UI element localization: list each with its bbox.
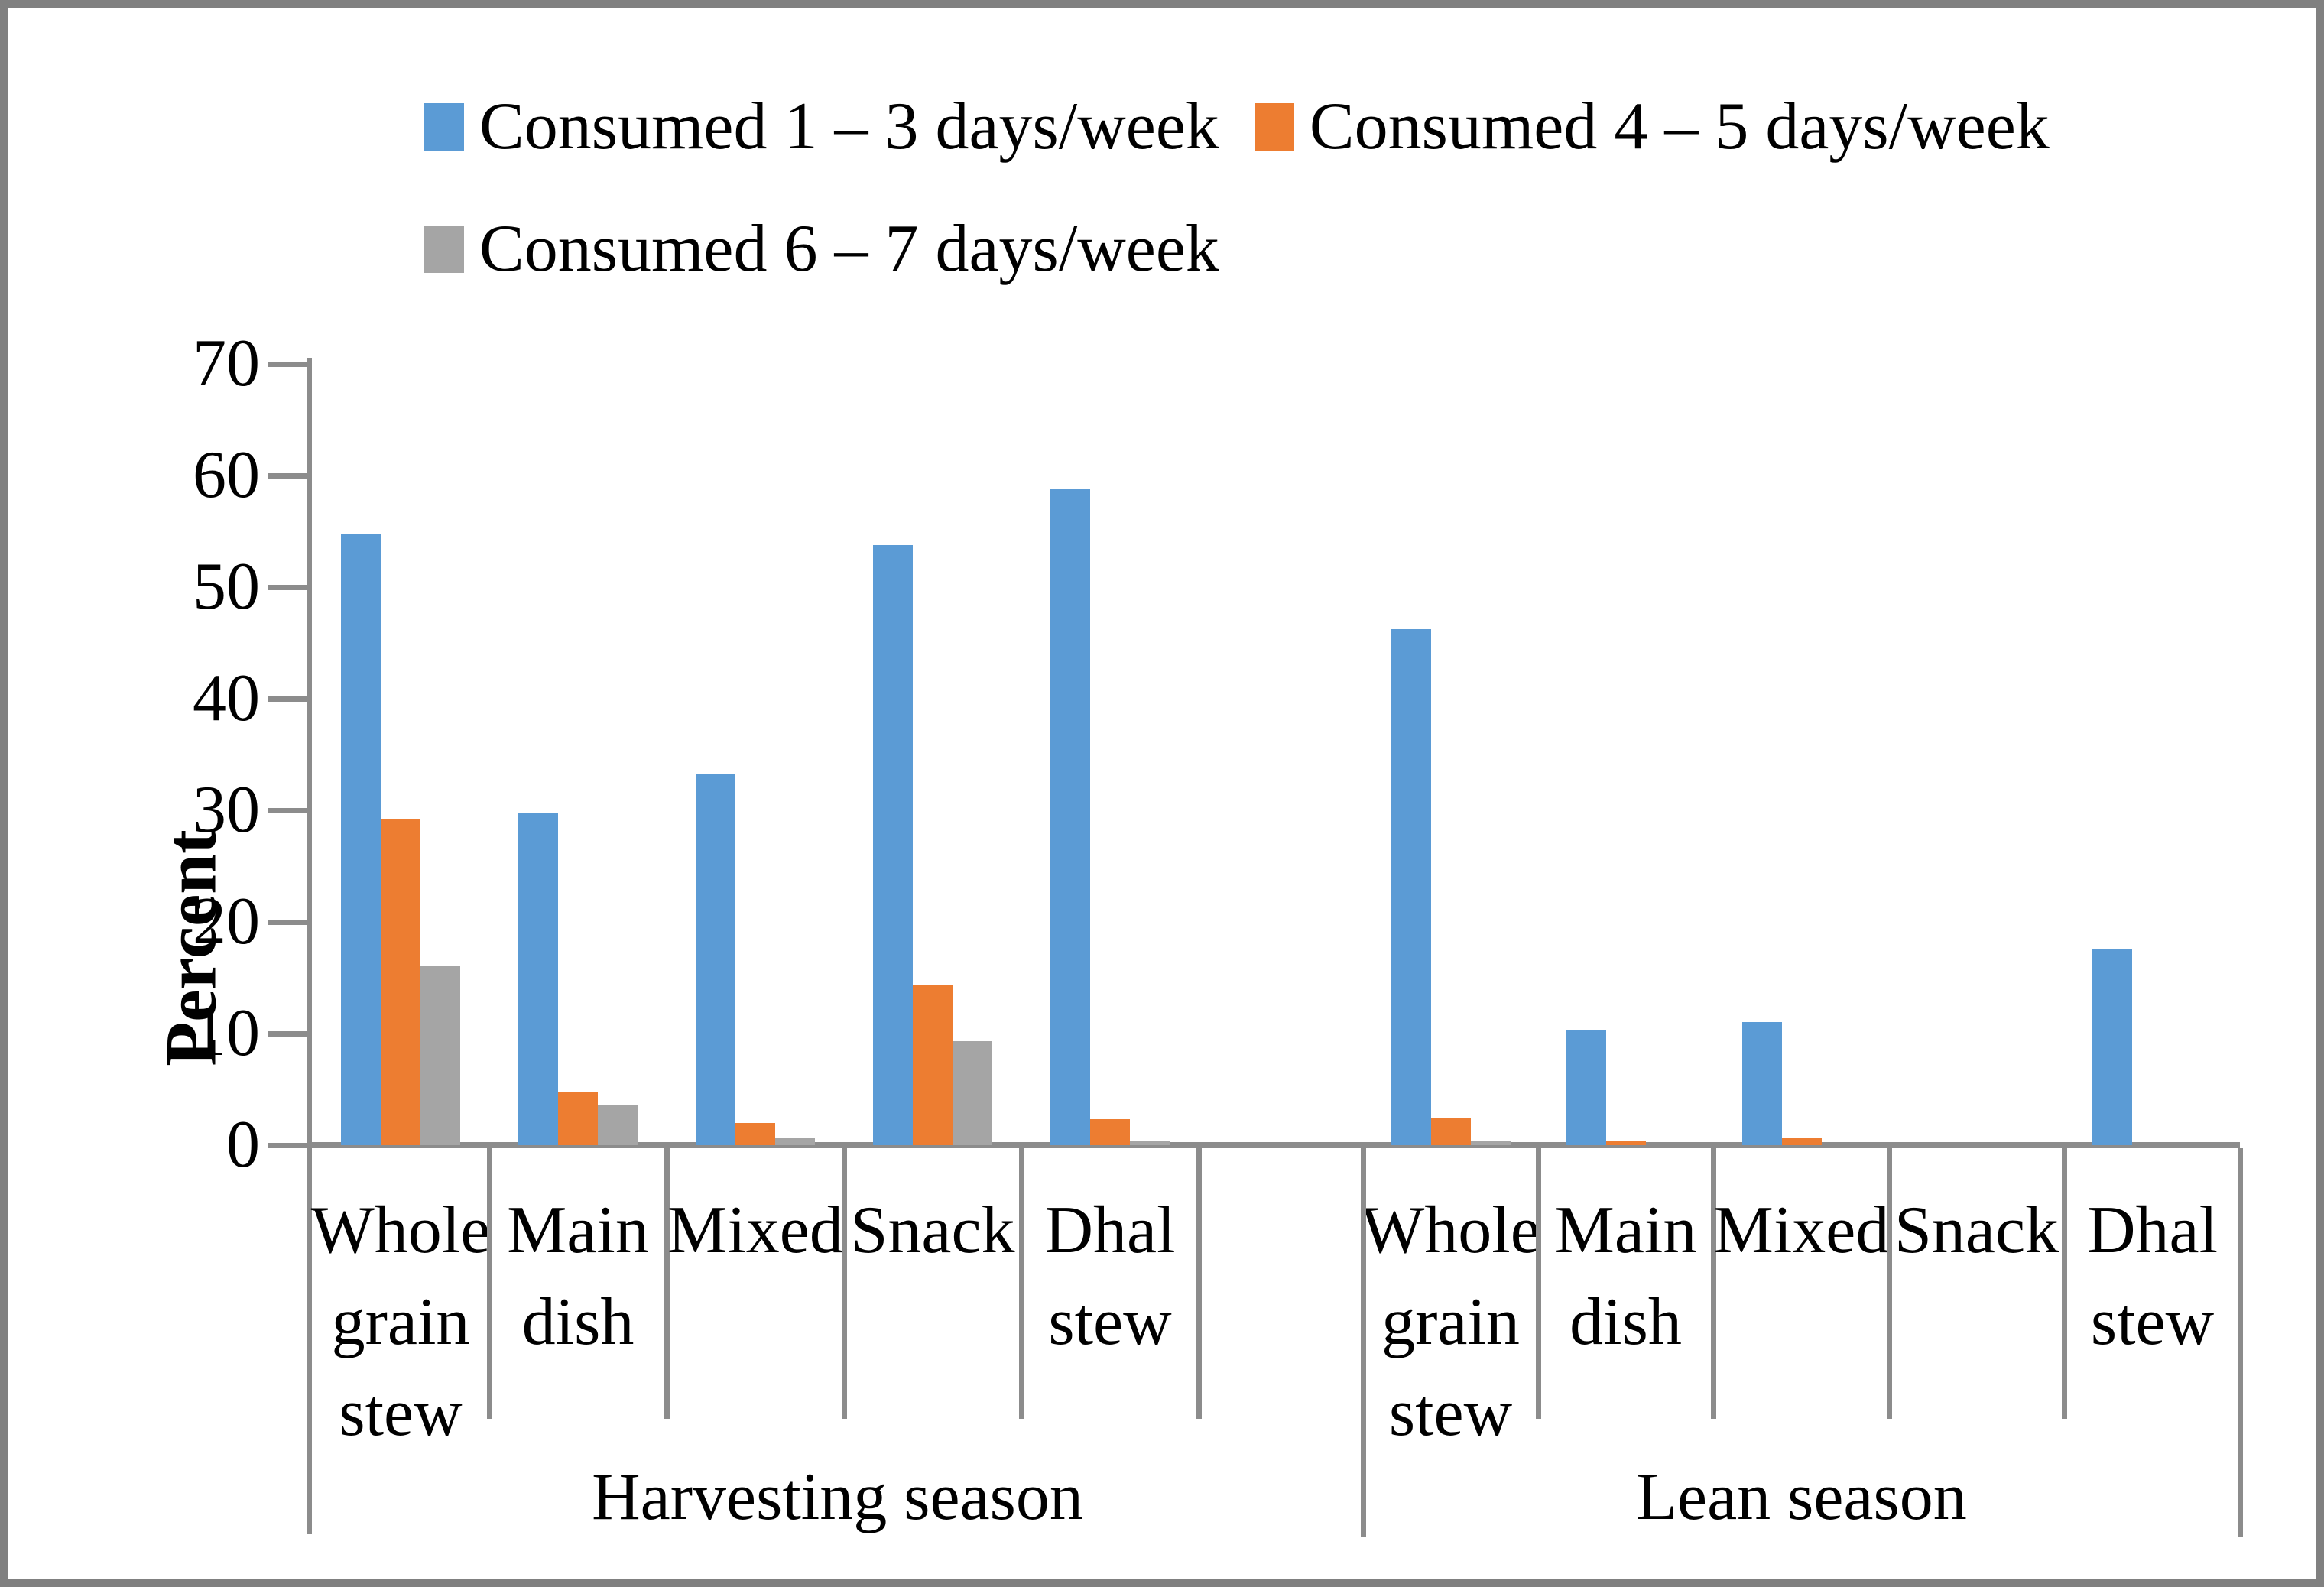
y-tick-label: 50 (193, 550, 260, 624)
y-tick-label: 0 (226, 1108, 260, 1182)
y-tick-mark (268, 362, 307, 367)
legend-label: Consumed 6 – 7 days/week (479, 212, 1219, 286)
category-label: Snack (1894, 1193, 2059, 1267)
y-tick-mark (268, 920, 307, 925)
bar-lean-1-series-1 (1391, 629, 1431, 1145)
legend-row-2: Consumed 6 – 7 days/week (424, 216, 1219, 283)
category-separator (1536, 1148, 1541, 1419)
bar-lean-2-series-1 (1566, 1030, 1606, 1145)
bar-harvesting-5-series-1 (1050, 489, 1090, 1145)
category-label: Mixed (1713, 1193, 1890, 1267)
bar-lean-2-series-2 (1606, 1141, 1646, 1145)
bar-harvesting-4-series-1 (873, 545, 913, 1145)
bar-lean-1-series-2 (1431, 1118, 1471, 1145)
legend-row-1: Consumed 1 – 3 days/week Consumed 4 – 5 … (424, 93, 2050, 161)
y-tick-mark (268, 1143, 307, 1148)
bar-harvesting-3-series-1 (696, 774, 735, 1145)
category-separator (2062, 1148, 2067, 1419)
legend-item-consumed-6-7: Consumed 6 – 7 days/week (424, 216, 1219, 283)
x-axis-line (307, 1142, 2240, 1148)
category-label: Main dish (1554, 1193, 1697, 1359)
bar-lean-3-series-2 (1782, 1138, 1822, 1145)
bar-lean-3-series-1 (1742, 1022, 1782, 1145)
legend-item-consumed-4-5: Consumed 4 – 5 days/week (1254, 89, 2050, 164)
bar-harvesting-2-series-1 (518, 813, 558, 1145)
legend-swatch-blue-icon (424, 103, 464, 151)
category-label: Dhal stew (2086, 1193, 2219, 1359)
legend-swatch-gray-icon (424, 226, 464, 273)
category-label: Whole grain stew (310, 1193, 491, 1451)
plot-area: 0 10 20 30 40 50 60 70 Whole grain stew Main dish… (8, 8, 2316, 1579)
category-separator (842, 1148, 847, 1419)
bar-harvesting-5-series-2 (1090, 1119, 1130, 1145)
season-label-lean: Lean season (1636, 1460, 1967, 1534)
bar-harvesting-2-series-2 (558, 1092, 598, 1145)
y-tick-label: 30 (193, 773, 260, 847)
category-separator (1019, 1148, 1024, 1419)
category-separator (1196, 1148, 1202, 1419)
bar-harvesting-4-series-2 (913, 985, 953, 1145)
category-label: Mixed (667, 1193, 843, 1267)
bar-lean-5-series-1 (2092, 949, 2132, 1145)
legend-label: Consumed 1 – 3 days/week (479, 89, 1219, 164)
y-tick-mark (268, 473, 307, 479)
category-label: Snack (850, 1193, 1015, 1267)
y-tick-mark (268, 696, 307, 702)
category-label: Whole grain stew (1361, 1193, 1540, 1451)
y-tick-label: 70 (193, 326, 260, 401)
y-tick-label: 20 (193, 884, 260, 959)
y-axis-line (307, 358, 312, 1534)
y-tick-mark (268, 808, 307, 813)
category-separator (1711, 1148, 1716, 1419)
y-tick-label: 40 (193, 661, 260, 735)
bar-harvesting-2-series-3 (598, 1105, 638, 1145)
bar-harvesting-4-series-3 (953, 1041, 992, 1145)
legend-label: Consumed 4 – 5 days/week (1309, 89, 2050, 164)
bar-harvesting-1-series-1 (341, 534, 381, 1145)
season-separator (1361, 1148, 1366, 1537)
bar-lean-1-series-3 (1471, 1141, 1511, 1145)
season-separator (2238, 1148, 2243, 1537)
category-label: Dhal stew (1044, 1193, 1176, 1359)
category-separator (487, 1148, 492, 1419)
bar-harvesting-3-series-2 (735, 1123, 775, 1145)
season-label-harvesting: Harvesting season (592, 1460, 1083, 1534)
y-tick-mark (268, 585, 307, 590)
y-tick-label: 60 (193, 438, 260, 512)
legend-item-consumed-1-3: Consumed 1 – 3 days/week (424, 93, 1219, 161)
category-label: Main dish (507, 1193, 649, 1359)
y-tick-mark (268, 1031, 307, 1037)
bar-harvesting-1-series-3 (420, 966, 460, 1145)
category-separator (1887, 1148, 1892, 1419)
legend-swatch-orange-icon (1254, 103, 1294, 151)
bar-harvesting-3-series-3 (775, 1138, 815, 1145)
category-separator (664, 1148, 670, 1419)
bar-harvesting-1-series-2 (381, 819, 420, 1145)
bar-harvesting-5-series-3 (1130, 1141, 1170, 1145)
y-tick-label: 10 (193, 996, 260, 1070)
